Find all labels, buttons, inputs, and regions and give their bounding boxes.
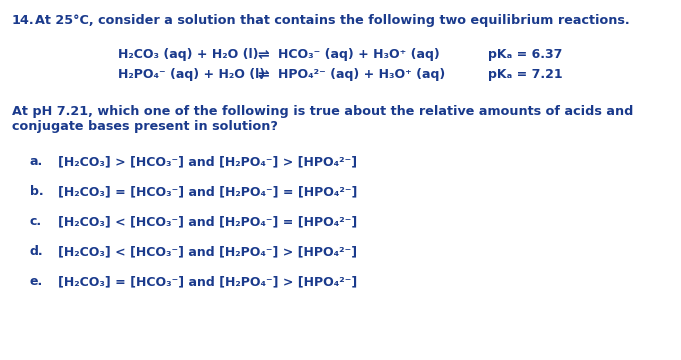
Text: b.: b. [30,185,44,198]
Text: ⇌: ⇌ [257,48,268,62]
Text: [H₂CO₃] = [HCO₃⁻] and [H₂PO₄⁻] > [HPO₄²⁻]: [H₂CO₃] = [HCO₃⁻] and [H₂PO₄⁻] > [HPO₄²⁻… [58,275,358,288]
Text: [H₂CO₃] < [HCO₃⁻] and [H₂PO₄⁻] > [HPO₄²⁻]: [H₂CO₃] < [HCO₃⁻] and [H₂PO₄⁻] > [HPO₄²⁻… [58,245,357,258]
Text: 14.: 14. [12,14,35,27]
Text: HCO₃⁻ (aq) + H₃O⁺ (aq): HCO₃⁻ (aq) + H₃O⁺ (aq) [278,48,440,61]
Text: e.: e. [30,275,44,288]
Text: conjugate bases present in solution?: conjugate bases present in solution? [12,120,278,133]
Text: H₂CO₃ (aq) + H₂O (l): H₂CO₃ (aq) + H₂O (l) [118,48,259,61]
Text: [H₂CO₃] > [HCO₃⁻] and [H₂PO₄⁻] > [HPO₄²⁻]: [H₂CO₃] > [HCO₃⁻] and [H₂PO₄⁻] > [HPO₄²⁻… [58,155,357,168]
Text: At pH 7.21, which one of the following is true about the relative amounts of aci: At pH 7.21, which one of the following i… [12,105,633,118]
Text: H₂PO₄⁻ (aq) + H₂O (l): H₂PO₄⁻ (aq) + H₂O (l) [118,68,265,81]
Text: pKₐ = 7.21: pKₐ = 7.21 [488,68,563,81]
Text: a.: a. [30,155,44,168]
Text: c.: c. [30,215,42,228]
Text: ⇌: ⇌ [257,68,268,82]
Text: d.: d. [30,245,44,258]
Text: At 25°C, consider a solution that contains the following two equilibrium reactio: At 25°C, consider a solution that contai… [35,14,630,27]
Text: HPO₄²⁻ (aq) + H₃O⁺ (aq): HPO₄²⁻ (aq) + H₃O⁺ (aq) [278,68,445,81]
Text: pKₐ = 6.37: pKₐ = 6.37 [488,48,563,61]
Text: [H₂CO₃] < [HCO₃⁻] and [H₂PO₄⁻] = [HPO₄²⁻]: [H₂CO₃] < [HCO₃⁻] and [H₂PO₄⁻] = [HPO₄²⁻… [58,215,358,228]
Text: [H₂CO₃] = [HCO₃⁻] and [H₂PO₄⁻] = [HPO₄²⁻]: [H₂CO₃] = [HCO₃⁻] and [H₂PO₄⁻] = [HPO₄²⁻… [58,185,358,198]
